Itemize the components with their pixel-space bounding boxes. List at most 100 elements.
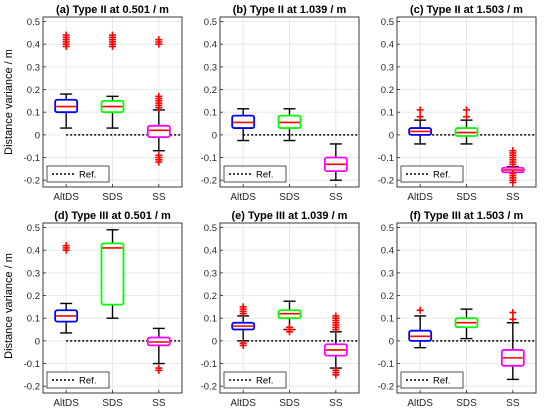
y-tick-label: 0.1 [204,314,217,325]
y-tick-label: 0.2 [27,85,40,96]
x-tick-label-sds: SDS [456,398,477,409]
x-tick-label-altds: AltDS [407,192,433,203]
y-tick-label: 0.4 [27,40,40,51]
y-tick-label: 0 [212,130,217,141]
y-tick-label: 0.5 [204,223,217,234]
x-tick-label-sds: SDS [456,192,477,203]
legend: Ref. [223,165,287,183]
x-tick-label-altds: AltDS [53,192,79,203]
panel-4: 0.5 0.4 0.3 0.2 0.1 0 -0.1 -0.2 AltDS SDS SS (d) Ty… [24,210,183,409]
panel-title: (e) Type III at 1.039 / m [232,210,348,222]
legend-label: Ref. [256,170,273,181]
x-tick-label-altds: AltDS [230,192,256,203]
panel-6: 0.5 0.4 0.3 0.2 0.1 0 -0.1 -0.2 AltDS SDS SS (f) Ty… [378,210,537,409]
y-tick-label: -0.2 [378,176,394,187]
x-tick-label-sds: SDS [102,398,123,409]
y-tick-label: 0 [212,336,217,347]
axes-frame [396,16,537,188]
box-sds [100,31,125,129]
y-tick-label: 0.2 [381,291,394,302]
axes-frame [42,222,183,394]
box-ss [146,36,171,166]
box-ss [323,143,348,181]
box-sds [100,229,125,319]
box-sds [454,106,479,145]
legend-label: Ref. [433,376,450,387]
y-tick-label: 0.1 [204,108,217,119]
box [146,124,171,139]
axes-frame [396,222,537,394]
legend: Ref. [46,371,110,389]
x-tick-label-altds: AltDS [53,398,79,409]
x-tick-label-altds: AltDS [230,398,256,409]
legend-box [223,371,287,389]
y-tick-label: -0.2 [24,176,40,187]
panel-title: (d) Type III at 0.501 / m [54,210,171,222]
x-tick-label-ss: SS [152,398,166,409]
y-tick-label: 0 [389,336,394,347]
panel-title: (a) Type II at 0.501 / m [56,4,169,16]
legend-box [400,371,464,389]
y-tick-label: -0.1 [378,359,394,370]
y-tick-label: 0 [35,130,40,141]
box-altds [408,106,433,145]
y-tick-label: -0.2 [201,382,217,393]
box-ss [146,327,171,374]
box-altds [54,31,79,129]
y-tick-label: -0.2 [24,382,40,393]
y-tick-label: -0.2 [201,176,217,187]
y-axis-label-top: Distance variance / m [3,49,15,155]
legend-box [400,165,464,183]
legend-label: Ref. [256,376,273,387]
y-tick-label: 0.1 [27,314,40,325]
panel-5: 0.5 0.4 0.3 0.2 0.1 0 -0.1 -0.2 AltDS SDS SS (e) Ty… [201,210,360,409]
y-tick-label: 0.2 [381,85,394,96]
panel-2: 0.5 0.4 0.3 0.2 0.1 0 -0.1 -0.2 AltDS SDS SS (b) Ty… [201,4,360,203]
y-tick-label: 0.4 [204,246,217,257]
y-tick-label: 0.1 [381,108,394,119]
y-tick-label: 0 [389,130,394,141]
x-tick-label-sds: SDS [279,398,300,409]
y-tick-label: 0.3 [204,62,217,73]
y-tick-label: -0.1 [201,359,217,370]
y-tick-label: 0.3 [204,268,217,279]
legend: Ref. [223,371,287,389]
box-ss [500,147,525,186]
y-tick-label: 0.5 [204,17,217,28]
y-axis-label-bottom: Distance variance / m [3,253,15,359]
y-tick-label: 0.2 [204,85,217,96]
box-sds [277,108,302,142]
panel-3: 0.5 0.4 0.3 0.2 0.1 0 -0.1 -0.2 AltDS SDS SS (c) Ty… [378,4,537,203]
legend: Ref. [400,165,464,183]
legend-box [223,165,287,183]
legend: Ref. [46,165,110,183]
y-tick-label: 0.4 [27,246,40,257]
y-tick-label: 0.4 [381,40,394,51]
box [100,242,125,306]
legend-box [46,165,110,183]
y-tick-label: -0.2 [378,382,394,393]
y-tick-label: 0.2 [27,291,40,302]
x-tick-label-sds: SDS [102,192,123,203]
y-tick-label: 0.5 [27,223,40,234]
y-tick-label: -0.1 [24,153,40,164]
x-tick-label-ss: SS [152,192,166,203]
legend-label: Ref. [433,170,450,181]
box-altds [231,303,256,349]
y-tick-label: 0.5 [27,17,40,28]
legend-box [46,371,110,389]
box-sds [277,300,302,336]
y-tick-label: 0.1 [27,108,40,119]
y-tick-label: 0.3 [381,268,394,279]
y-tick-label: 0.5 [381,17,394,28]
panel-1: 0.5 0.4 0.3 0.2 0.1 0 -0.1 -0.2 AltDS SDS SS (a) Ty… [24,4,183,203]
legend-label: Ref. [79,376,96,387]
panel-title: (c) Type II at 1.503 / m [410,4,523,16]
axes-frame [42,16,183,188]
x-tick-label-ss: SS [506,192,520,203]
y-tick-label: 0.2 [204,291,217,302]
y-tick-label: 0.3 [27,268,40,279]
box-ss [323,312,348,379]
